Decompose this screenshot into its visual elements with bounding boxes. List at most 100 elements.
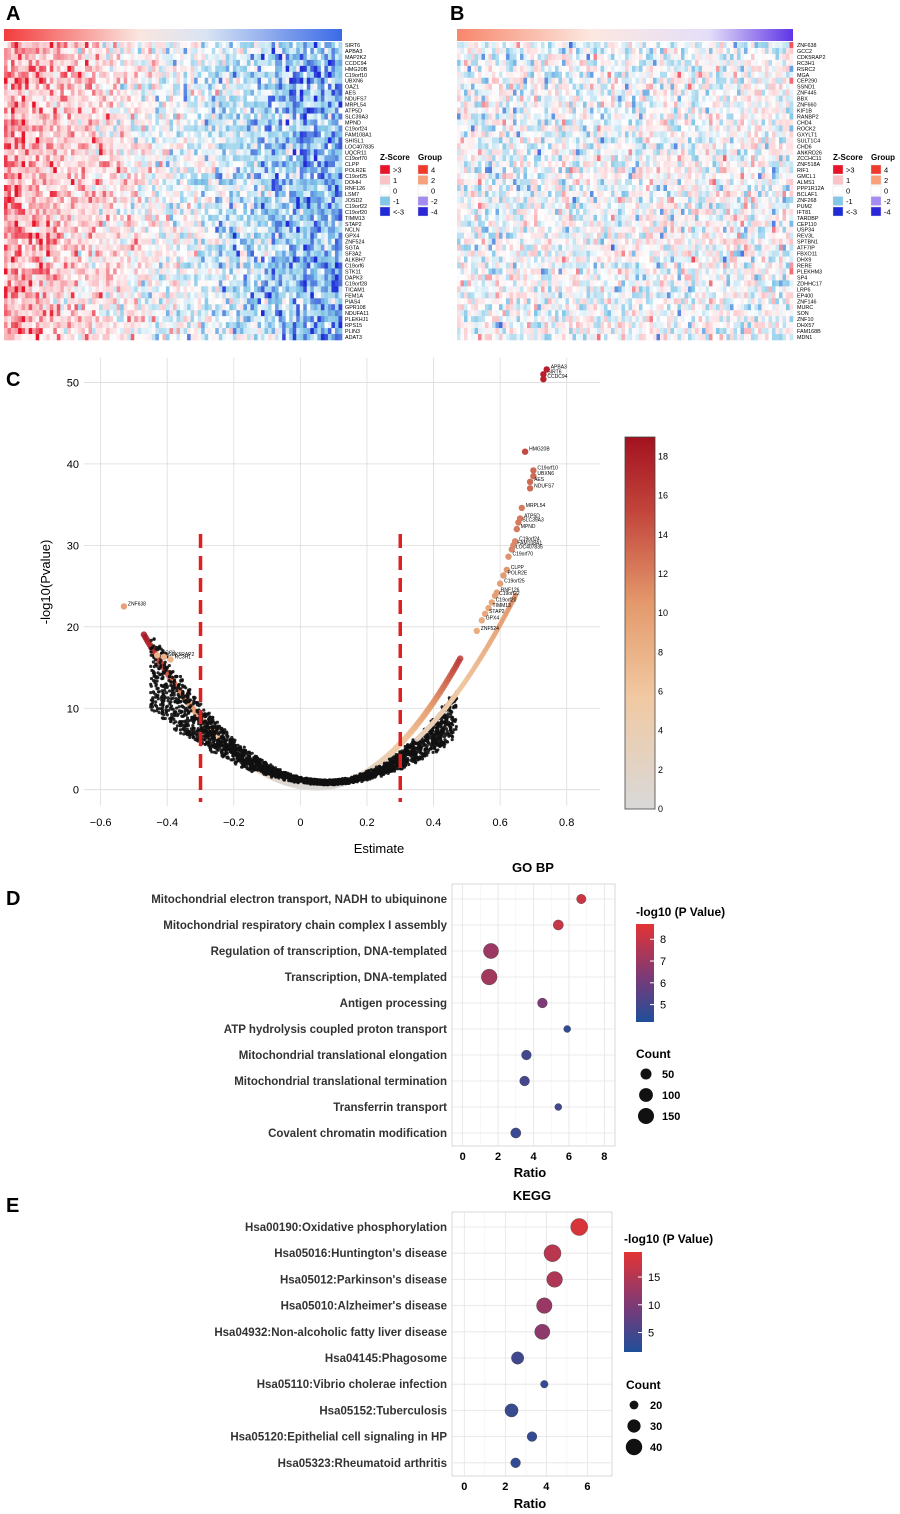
heatmap-cell [225, 238, 230, 245]
heatmap-cell [176, 244, 181, 251]
heatmap-cell [25, 256, 29, 263]
heatmap-cell [180, 334, 184, 341]
heatmap-cell [232, 173, 237, 180]
heatmap-cell [317, 143, 322, 150]
heatmap-cell [190, 322, 195, 329]
heatmap-cell [25, 244, 29, 251]
heatmap-cell [313, 119, 318, 126]
heatmap-cell [56, 59, 61, 67]
heatmap-cell [127, 214, 132, 222]
heatmap-cell [77, 226, 82, 234]
heatmap-cell [225, 83, 230, 90]
heatmap-cell [25, 113, 29, 120]
heatmap-cell [208, 107, 213, 114]
heatmap-cell [63, 280, 68, 287]
heatmap-cell [232, 274, 237, 281]
heatmap-cell [155, 185, 160, 192]
heatmap-cell [180, 262, 184, 269]
heatmap-cell [130, 161, 135, 168]
heatmap-cell [127, 185, 132, 192]
heatmap-cell [35, 226, 40, 234]
heatmap-cell [261, 131, 265, 138]
heatmap-cell [70, 280, 75, 287]
heatmap-cell [225, 173, 230, 180]
heatmap-cell [264, 268, 269, 275]
heatmap-cell [123, 65, 128, 73]
heatmap-cell [338, 322, 343, 329]
heatmap-cell [130, 322, 135, 329]
heatmap-cell [243, 65, 248, 73]
heatmap-cell [197, 155, 202, 162]
heatmap-cell [257, 161, 262, 168]
heatmap-cell [331, 316, 336, 323]
heatmap-cell [246, 208, 251, 216]
heatmap-cell [88, 191, 93, 198]
heatmap-cell [289, 196, 294, 204]
heatmap-cell [4, 47, 8, 55]
heatmap-cell [173, 59, 177, 67]
heatmap-cell [134, 137, 139, 144]
heatmap-cell [232, 214, 237, 222]
heatmap-cell [21, 179, 26, 186]
heatmap-cell [187, 202, 191, 210]
heatmap-cell [187, 161, 191, 168]
heatmap-cell [144, 268, 149, 275]
heatmap-cell [236, 292, 241, 299]
heatmap-cell [42, 226, 47, 234]
heatmap-cell [42, 208, 47, 216]
heatmap-cell [173, 89, 177, 96]
heatmap-cell [334, 173, 339, 180]
heatmap-cell [225, 179, 230, 186]
heatmap-cell [285, 328, 290, 335]
heatmap-cell [250, 155, 255, 162]
heatmap-cell [296, 179, 301, 186]
heatmap-cell [331, 59, 336, 67]
heatmap-cell [88, 167, 93, 174]
heatmap-cell [222, 256, 227, 263]
heatmap-cell [28, 316, 33, 323]
heatmap-cell [137, 232, 142, 239]
heatmap-cell [14, 77, 19, 85]
heatmap-cell [4, 274, 8, 281]
heatmap-cell [49, 47, 54, 55]
heatmap-cell [88, 322, 93, 329]
heatmap-cell [14, 53, 19, 61]
heatmap-cell [253, 185, 258, 192]
heatmap-cell [32, 53, 36, 61]
heatmap-cell [88, 280, 93, 287]
heatmap-cell [28, 95, 33, 102]
heatmap-cell [134, 238, 139, 245]
heatmap-cell [317, 196, 322, 204]
heatmap-cell [162, 179, 167, 186]
heatmap-cell [243, 298, 248, 305]
heatmap-cell [4, 286, 8, 293]
heatmap-cell [232, 161, 237, 168]
heatmap-cell [32, 137, 36, 144]
heatmap-cell [275, 71, 279, 79]
heatmap-cell [120, 274, 125, 281]
heatmap-cell [155, 286, 160, 293]
heatmap-cell [180, 238, 184, 245]
heatmap-cell [134, 59, 139, 67]
heatmap-cell [317, 101, 322, 108]
heatmap-cell [285, 238, 290, 245]
heatmap-cell [53, 65, 58, 73]
heatmap-cell [310, 250, 315, 257]
heatmap-cell [320, 191, 325, 198]
heatmap-cell [289, 161, 294, 168]
heatmap-cell [460, 71, 465, 79]
heatmap-cell [264, 185, 269, 192]
heatmap-cell [197, 149, 202, 156]
heatmap-cell [253, 322, 258, 329]
heatmap-cell [271, 95, 276, 102]
heatmap-cell [7, 53, 12, 61]
heatmap-cell [310, 131, 315, 138]
heatmap-cell [211, 298, 216, 305]
heatmap-cell [183, 292, 188, 299]
heatmap-cell [176, 292, 181, 299]
heatmap-cell [257, 65, 262, 73]
heatmap-cell [282, 226, 286, 234]
heatmap-cell [246, 149, 251, 156]
heatmap-cell [144, 89, 149, 96]
heatmap-cell [151, 42, 156, 49]
